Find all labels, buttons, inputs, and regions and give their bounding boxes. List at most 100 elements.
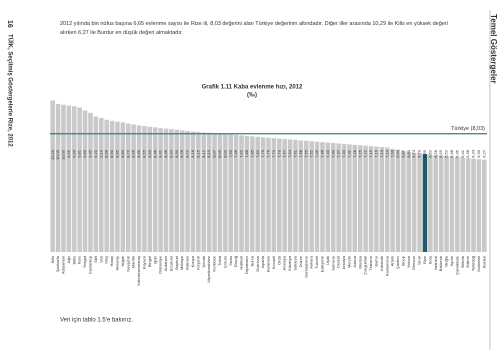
x-tick-label: Tunceli	[314, 256, 319, 269]
bar	[347, 144, 352, 252]
value-label: 6,65	[422, 149, 427, 158]
intro-box: 2012 yılında bin nüfus başına 6,65 evlen…	[60, 21, 448, 36]
x-tick-label: Konya	[190, 255, 195, 267]
bar	[352, 144, 358, 252]
value-label: 6,87	[400, 149, 405, 158]
bar	[239, 135, 244, 252]
bar	[82, 110, 88, 252]
value-label: 8,07	[212, 149, 217, 158]
x-tick-label: Erzincan	[255, 256, 260, 272]
value-label: 7,55	[303, 149, 308, 158]
value-label: 6,58	[433, 149, 438, 158]
bar	[309, 141, 314, 252]
value-label: 6,52	[444, 149, 449, 158]
bar	[417, 153, 422, 252]
value-label: 7,61	[293, 149, 298, 158]
x-tick-label: Antalya	[341, 255, 346, 269]
bar	[476, 159, 482, 252]
value-label: 6,34	[471, 149, 476, 158]
bar	[136, 125, 142, 252]
x-tick-label: Kars	[77, 256, 82, 264]
x-tick-label: Muğla	[444, 255, 449, 267]
x-tick-label: Kırıkkale	[212, 255, 217, 271]
bar	[379, 146, 385, 252]
section-title: Temel Göstergeler	[489, 14, 498, 84]
value-label: 9,81	[77, 149, 82, 158]
bar	[190, 131, 196, 252]
x-tick-label: Amasya	[282, 255, 287, 270]
note: Veri için tablo 1.5'e bakınız.	[60, 318, 133, 324]
bar	[115, 121, 120, 252]
value-label: 7,99	[228, 149, 233, 158]
x-tick-label: Bilecik	[460, 256, 465, 268]
bar	[363, 145, 368, 252]
bar	[293, 139, 298, 252]
x-tick-label: Aksaray	[115, 256, 120, 270]
value-label: 7,13	[379, 149, 384, 158]
bar	[250, 136, 255, 252]
bar	[66, 105, 72, 252]
value-label: 7,22	[363, 149, 368, 158]
value-label: 6,94	[395, 149, 400, 158]
x-tick-label: Erzurum	[168, 255, 173, 271]
bar	[395, 149, 401, 252]
bar	[223, 133, 228, 252]
value-label: 8,90	[109, 149, 114, 158]
bar	[374, 146, 379, 252]
bar	[217, 133, 223, 252]
bar	[482, 159, 487, 252]
bar	[314, 141, 320, 252]
value-label: 8,41	[158, 149, 163, 158]
intro: 2012 yılında bin nüfus başına 6,65 evlen…	[60, 21, 448, 36]
value-label: 7,40	[330, 149, 335, 158]
value-label: 6,38	[465, 149, 470, 158]
value-label: 8,46	[152, 149, 157, 158]
value-label: 6,55	[438, 149, 443, 158]
bar	[411, 152, 417, 252]
x-tick-label: Tokat	[217, 255, 222, 265]
x-tick-label: Artvin	[390, 256, 395, 266]
value-label: 8,72	[125, 149, 130, 158]
bar	[228, 134, 234, 252]
bar	[158, 128, 163, 252]
x-tick-label: Rize	[422, 255, 427, 264]
x-tick-label: Giresun	[411, 256, 416, 270]
x-tick-label: Nevşehir	[125, 255, 130, 271]
bar	[341, 143, 347, 252]
value-label: 8,18	[190, 149, 195, 158]
bar	[77, 107, 82, 252]
bar	[206, 132, 212, 252]
x-tick-label: Düzce	[298, 255, 303, 267]
value-label: 7,52	[309, 149, 314, 158]
value-label: 7,82	[255, 149, 260, 158]
x-tick-label: Gaziantep	[88, 255, 93, 274]
x-tick-label: Bitlis	[71, 256, 76, 264]
bar	[120, 122, 126, 253]
value-label: 9,90	[71, 149, 76, 158]
x-tick-label: Bingöl	[147, 256, 152, 267]
value-label: 7,73	[271, 149, 276, 158]
x-tick-label: Diyarbakır	[244, 255, 249, 274]
x-tick-label: Burdur	[481, 255, 486, 268]
bar	[244, 135, 250, 252]
x-tick-label: Bursa	[249, 255, 254, 266]
bar	[271, 138, 277, 252]
value-label: 7,46	[320, 149, 325, 158]
value-label: 6,62	[427, 149, 432, 158]
bar	[390, 148, 395, 252]
x-tick-label: İzmir	[417, 255, 422, 264]
x-tick-label: Elazığ	[233, 256, 238, 267]
bar	[444, 155, 449, 252]
x-tick-label: Bayburt	[174, 255, 179, 270]
bar	[55, 103, 61, 252]
x-tick-label: Malatya	[179, 255, 184, 270]
chart-title: Grafik 1.11 Kaba evlenme hızı, 2012	[202, 85, 303, 91]
x-tick-label: Kastamonu	[384, 256, 389, 276]
bar	[406, 151, 412, 252]
value-label: 7,16	[373, 149, 378, 158]
value-label: 8,15	[195, 149, 200, 158]
value-label: 8,66	[131, 149, 136, 158]
bar	[255, 136, 260, 252]
bar	[196, 131, 201, 252]
value-label: 6,30	[476, 149, 481, 158]
